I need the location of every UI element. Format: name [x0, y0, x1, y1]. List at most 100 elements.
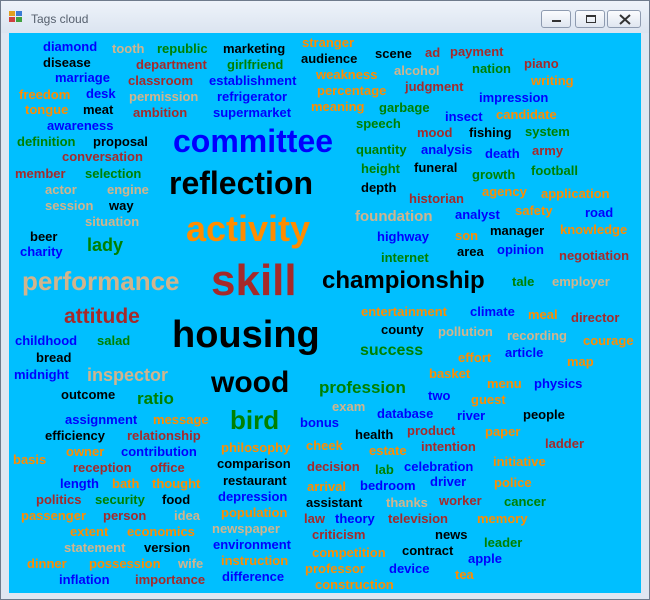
- tag-label[interactable]: health: [355, 427, 394, 442]
- tag-label[interactable]: contribution: [121, 444, 197, 459]
- tag-label[interactable]: funeral: [414, 160, 458, 175]
- tag-label[interactable]: cheek: [306, 438, 343, 453]
- tag-label[interactable]: effort: [458, 350, 492, 365]
- tag-label[interactable]: food: [162, 492, 191, 507]
- tag-label[interactable]: son: [455, 228, 479, 243]
- tag-label[interactable]: negotiation: [559, 248, 630, 263]
- tag-label[interactable]: worker: [439, 493, 482, 508]
- tag-label[interactable]: fishing: [469, 125, 512, 140]
- tag-label[interactable]: statement: [64, 540, 126, 555]
- tag-label[interactable]: piano: [524, 56, 559, 71]
- tag-label[interactable]: recording: [507, 328, 567, 343]
- tag-label[interactable]: republic: [157, 41, 208, 56]
- tag-label[interactable]: foundation: [355, 208, 433, 225]
- tag-label[interactable]: director: [571, 310, 620, 325]
- tag-label[interactable]: physics: [534, 376, 583, 391]
- tag-label[interactable]: historian: [409, 191, 464, 206]
- tag-label[interactable]: bath: [112, 476, 140, 491]
- tag-label[interactable]: pollution: [438, 324, 493, 339]
- tag-label[interactable]: marketing: [223, 41, 286, 56]
- tag-label[interactable]: lady: [87, 235, 124, 255]
- tag-label[interactable]: basket: [429, 366, 471, 381]
- tag-label[interactable]: reception: [73, 460, 132, 475]
- tag-label[interactable]: database: [377, 406, 434, 421]
- tag-label[interactable]: people: [523, 407, 565, 422]
- tag-label[interactable]: proposal: [93, 134, 148, 149]
- tag-label[interactable]: selection: [85, 166, 142, 181]
- tag-label[interactable]: news: [435, 527, 468, 542]
- tag-label[interactable]: ambition: [133, 105, 188, 120]
- tag-label[interactable]: efficiency: [45, 428, 105, 443]
- tag-label[interactable]: committee: [173, 123, 334, 159]
- tag-label[interactable]: definition: [17, 134, 76, 149]
- tag-label[interactable]: security: [95, 492, 145, 507]
- tag-label[interactable]: stranger: [302, 35, 355, 50]
- tag-label[interactable]: diamond: [43, 39, 98, 54]
- tag-label[interactable]: safety: [515, 203, 553, 218]
- tag-label[interactable]: bonus: [300, 415, 339, 430]
- tag-label[interactable]: basis: [13, 452, 47, 467]
- tag-label[interactable]: permission: [129, 89, 199, 104]
- tag-label[interactable]: tale: [512, 274, 535, 289]
- tag-label[interactable]: message: [153, 412, 209, 427]
- tag-label[interactable]: intention: [421, 439, 476, 454]
- tag-label[interactable]: contract: [402, 543, 454, 558]
- tag-label[interactable]: celebration: [404, 459, 474, 474]
- tag-label[interactable]: skill: [211, 256, 297, 305]
- tag-label[interactable]: tongue: [25, 102, 69, 117]
- tag-label[interactable]: member: [15, 166, 66, 181]
- tag-label[interactable]: army: [532, 143, 564, 158]
- tag-label[interactable]: owner: [66, 444, 105, 459]
- tag-label[interactable]: establishment: [209, 73, 297, 88]
- tag-label[interactable]: session: [45, 198, 94, 213]
- tag-label[interactable]: refrigerator: [217, 89, 288, 104]
- tag-label[interactable]: agency: [482, 184, 527, 199]
- tag-label[interactable]: relationship: [127, 428, 201, 443]
- tag-label[interactable]: assignment: [65, 412, 138, 427]
- tag-label[interactable]: marriage: [55, 70, 110, 85]
- tag-label[interactable]: salad: [97, 333, 131, 348]
- tag-label[interactable]: newspaper: [212, 521, 280, 536]
- tag-label[interactable]: candidate: [496, 107, 557, 122]
- tag-label[interactable]: growth: [472, 167, 516, 182]
- tag-label[interactable]: conversation: [62, 149, 143, 164]
- tag-label[interactable]: desk: [86, 86, 116, 101]
- tag-label[interactable]: knowledge: [560, 222, 628, 237]
- tag-label[interactable]: road: [585, 205, 614, 220]
- tag-label[interactable]: inspector: [87, 365, 169, 385]
- tag-label[interactable]: freedom: [19, 87, 71, 102]
- tag-label[interactable]: arrival: [307, 479, 347, 494]
- tag-label[interactable]: engine: [107, 182, 149, 197]
- tag-label[interactable]: writing: [531, 73, 574, 88]
- tag-label[interactable]: way: [109, 198, 134, 213]
- tag-label[interactable]: beer: [30, 229, 58, 244]
- tag-label[interactable]: exam: [332, 399, 366, 414]
- tag-label[interactable]: two: [428, 388, 451, 403]
- tag-label[interactable]: paper: [485, 424, 521, 439]
- tag-label[interactable]: garbage: [379, 100, 430, 115]
- tag-label[interactable]: guest: [471, 392, 506, 407]
- tag-label[interactable]: actor: [45, 182, 77, 197]
- tag-label[interactable]: leader: [484, 535, 523, 550]
- tag-label[interactable]: situation: [85, 214, 140, 229]
- minimize-button[interactable]: [541, 10, 571, 28]
- tag-label[interactable]: analysis: [421, 142, 473, 157]
- tag-label[interactable]: wife: [178, 556, 204, 571]
- tag-label[interactable]: alcohol: [394, 63, 440, 78]
- tag-label[interactable]: entertainment: [361, 304, 447, 319]
- tag-label[interactable]: environment: [213, 537, 292, 552]
- tag-label[interactable]: bedroom: [360, 478, 416, 493]
- tag-label[interactable]: midnight: [14, 367, 69, 382]
- tag-label[interactable]: population: [221, 505, 288, 520]
- tag-label[interactable]: impression: [479, 90, 549, 105]
- tag-label[interactable]: performance: [22, 266, 180, 296]
- tag-label[interactable]: memory: [477, 511, 528, 526]
- tag-label[interactable]: activity: [186, 208, 311, 249]
- tag-label[interactable]: difference: [222, 569, 285, 584]
- tag-label[interactable]: depth: [361, 180, 397, 195]
- tag-label[interactable]: percentage: [317, 83, 387, 98]
- tag-label[interactable]: apple: [468, 551, 502, 566]
- tag-label[interactable]: decision: [307, 459, 360, 474]
- tag-label[interactable]: dinner: [27, 556, 67, 571]
- tag-label[interactable]: awareness: [47, 118, 114, 133]
